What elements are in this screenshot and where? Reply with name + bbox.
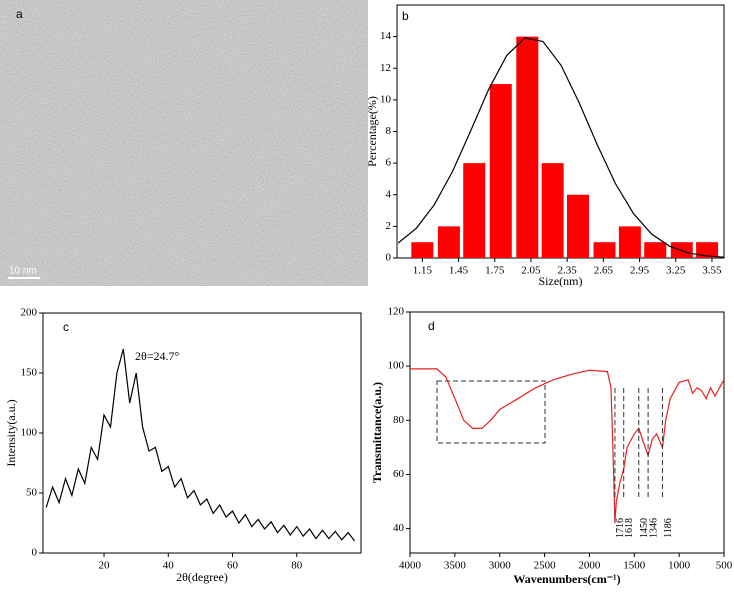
bar	[516, 36, 539, 258]
bar	[489, 84, 512, 258]
spectrum-line	[410, 368, 725, 524]
y-axis-label: Intensity(a.u.)	[4, 399, 18, 466]
x-tick-label: 500	[716, 560, 733, 572]
x-axis-label: 2θ(degree)	[176, 570, 228, 584]
y-tick-label: 80	[393, 414, 405, 426]
y-tick-label: 100	[388, 360, 405, 372]
y-tick-label: 60	[393, 468, 405, 480]
bar	[593, 242, 616, 258]
y-tick-label: 4	[386, 188, 392, 200]
scale-bar-label: 10 nm	[9, 266, 37, 277]
x-tick-label: 2.95	[630, 265, 650, 277]
y-axis-label: Percentage(%)	[365, 96, 379, 167]
x-tick-label: 1500	[623, 560, 646, 572]
y-tick-label: 100	[21, 427, 38, 439]
y-tick-label: 8	[386, 125, 392, 137]
x-tick-label: 80	[291, 560, 303, 572]
x-tick-label: 2500	[534, 560, 557, 572]
bar	[541, 163, 564, 258]
highlight-box	[436, 380, 546, 444]
x-axis-label: Wavenumbers(cm⁻¹)	[513, 572, 620, 586]
x-tick-label: 2000	[578, 560, 601, 572]
peak-label: 1346	[648, 518, 659, 538]
x-tick-label: 4000	[399, 560, 422, 572]
panel-label: a	[16, 7, 23, 21]
spectrum-line	[45, 348, 356, 542]
y-tick-label: 120	[388, 306, 405, 318]
fit-curve	[397, 37, 725, 258]
peak-label: 1716	[615, 518, 626, 538]
y-tick-label: 0	[32, 547, 38, 559]
plot-frame	[42, 312, 362, 554]
bar	[566, 194, 589, 258]
x-tick-label: 2.65	[594, 265, 614, 277]
y-tick-label: 0	[386, 252, 392, 264]
bar	[463, 163, 486, 258]
x-tick-label: 40	[163, 560, 175, 572]
y-tick-label: 150	[21, 367, 38, 379]
y-tick-label: 10	[380, 93, 392, 105]
x-tick-label: 2.35	[558, 265, 578, 277]
peak-label: 1618	[624, 518, 635, 538]
x-tick-label: 1.15	[413, 265, 433, 277]
x-tick-label: 1000	[668, 560, 691, 572]
tem-texture	[0, 0, 368, 286]
x-tick-label: 3000	[489, 560, 512, 572]
panel-label: d	[428, 319, 435, 333]
y-axis-label: Transmittance(a.u.)	[370, 382, 384, 483]
x-axis-label: Size(nm)	[539, 274, 583, 288]
y-tick-label: 40	[393, 522, 405, 534]
y-tick-label: 12	[380, 62, 391, 74]
bar	[411, 242, 434, 258]
bar	[437, 226, 460, 258]
panel-label: c	[63, 320, 69, 334]
bar	[618, 226, 641, 258]
peak-label: 1186	[663, 518, 674, 538]
x-tick-label: 1.75	[485, 265, 505, 277]
annotation: 2θ=24.7°	[135, 349, 180, 363]
bar	[644, 242, 667, 258]
bar	[696, 242, 719, 258]
y-tick-label: 14	[380, 30, 392, 42]
peak-label: 1450	[639, 518, 650, 538]
y-tick-label: 50	[26, 487, 38, 499]
panel-label: b	[402, 9, 409, 23]
x-tick-label: 1.45	[449, 265, 469, 277]
x-tick-label: 3.25	[666, 265, 686, 277]
x-tick-label: 3500	[444, 560, 467, 572]
y-tick-label: 6	[386, 157, 392, 169]
y-tick-label: 2	[386, 220, 392, 232]
x-tick-label: 20	[99, 560, 111, 572]
x-tick-label: 3.55	[702, 265, 722, 277]
x-tick-label: 60	[227, 560, 239, 572]
x-tick-label: 2.05	[521, 265, 541, 277]
y-tick-label: 200	[21, 307, 38, 319]
plot-frame	[409, 311, 725, 554]
